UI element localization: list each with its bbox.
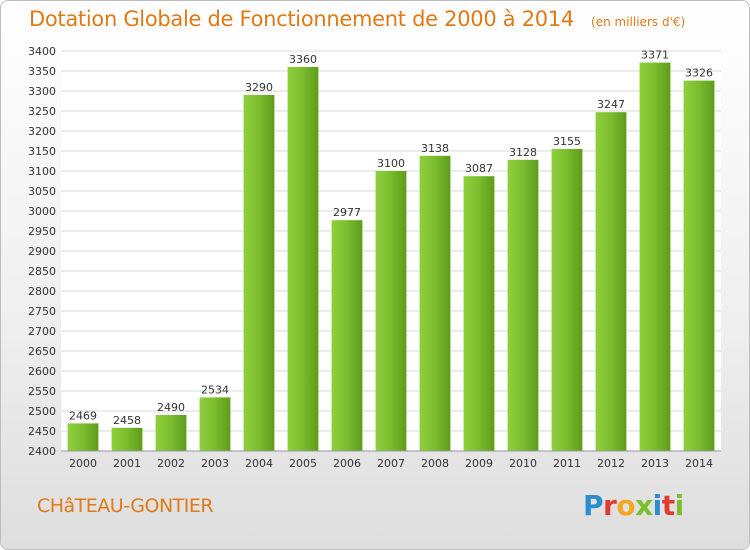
y-tick-label: 3050 [28, 185, 56, 198]
y-tick-labels: 2400 2450 2500 2550 2600 2650 2700 2750 2800 2850… [28, 45, 56, 458]
x-tick-label: 2011 [553, 457, 581, 470]
y-tick-label: 2700 [28, 325, 56, 338]
bars [67, 62, 715, 452]
bar-value-label: 3100 [377, 157, 405, 170]
y-tick-label: 2400 [28, 445, 56, 458]
proxiti-logo: Proxiti [583, 489, 684, 522]
bar-value-labels: 2469 2458 2490 2534 3290 3360 2977 3100 3138 3087… [69, 49, 713, 427]
bar-value-label: 3326 [685, 67, 713, 80]
title-row: Dotation Globale de Fonctionnement de 20… [29, 7, 685, 31]
x-tick-label: 2013 [641, 457, 669, 470]
x-tick-label: 2008 [421, 457, 449, 470]
bar-value-label: 2469 [69, 409, 97, 422]
bar-value-label: 3138 [421, 142, 449, 155]
bar-value-label: 3360 [289, 53, 317, 66]
bar [111, 427, 143, 451]
commune-name: CHâTEAU-GONTIER [37, 495, 214, 517]
x-tick-label: 2000 [69, 457, 97, 470]
y-tick-label: 2650 [28, 345, 56, 358]
chart-subtitle: (en milliers d'€) [591, 15, 686, 29]
logo-letter: x [635, 489, 653, 522]
chart-title: Dotation Globale de Fonctionnement de 20… [29, 7, 574, 31]
bar [155, 415, 187, 451]
logo-letter: r [603, 489, 617, 522]
bar-value-label: 3290 [245, 81, 273, 94]
y-tick-label: 3000 [28, 205, 56, 218]
logo-letter: P [583, 489, 604, 522]
bar [639, 62, 671, 451]
bar [683, 80, 715, 451]
bar [507, 159, 539, 452]
y-tick-label: 3350 [28, 65, 56, 78]
x-tick-label: 2003 [201, 457, 229, 470]
bar-value-label: 2977 [333, 206, 361, 219]
bar-value-label: 3087 [465, 162, 493, 175]
bar [375, 171, 407, 451]
x-tick-label: 2002 [157, 457, 185, 470]
bar-value-label: 2490 [157, 401, 185, 414]
logo-letter: i [674, 489, 685, 522]
bar-value-label: 2534 [201, 383, 229, 396]
x-tick-label: 2005 [289, 457, 317, 470]
x-tick-label: 2006 [333, 457, 361, 470]
bar-value-label: 3247 [597, 98, 625, 111]
bar [551, 149, 583, 451]
y-tick-label: 2450 [28, 425, 56, 438]
bar [331, 220, 363, 451]
logo-letter: o [616, 489, 636, 522]
y-tick-label: 2950 [28, 225, 56, 238]
bar [287, 67, 319, 451]
x-tick-label: 2007 [377, 457, 405, 470]
y-tick-label: 3150 [28, 145, 56, 158]
x-tick-label: 2012 [597, 457, 625, 470]
bar [67, 423, 99, 451]
x-tick-label: 2004 [245, 457, 273, 470]
bar [595, 112, 627, 451]
y-tick-label: 3400 [28, 45, 56, 58]
y-tick-label: 2750 [28, 305, 56, 318]
y-tick-label: 2500 [28, 405, 56, 418]
x-tick-labels: 2000 2001 2002 2003 2004 2005 2006 2007 2008 2009… [69, 457, 713, 470]
y-tick-label: 2600 [28, 365, 56, 378]
y-tick-label: 2550 [28, 385, 56, 398]
bar [463, 176, 495, 451]
x-tick-label: 2001 [113, 457, 141, 470]
x-tick-label: 2009 [465, 457, 493, 470]
logo-letter: t [661, 489, 675, 522]
bar-value-label: 3128 [509, 146, 537, 159]
y-tick-label: 3100 [28, 165, 56, 178]
y-tick-label: 2850 [28, 265, 56, 278]
y-tick-label: 3300 [28, 85, 56, 98]
y-tick-label: 3250 [28, 105, 56, 118]
logo-letter: i [652, 489, 663, 522]
bar-value-label: 3371 [641, 49, 669, 62]
y-tick-label: 3200 [28, 125, 56, 138]
y-tick-label: 2900 [28, 245, 56, 258]
bar-value-label: 2458 [113, 414, 141, 427]
bar [243, 95, 275, 451]
bar [419, 155, 451, 452]
y-tick-label: 2800 [28, 285, 56, 298]
bar [199, 397, 231, 451]
bar-value-label: 3155 [553, 135, 581, 148]
x-tick-label: 2014 [685, 457, 713, 470]
x-tick-label: 2010 [509, 457, 537, 470]
